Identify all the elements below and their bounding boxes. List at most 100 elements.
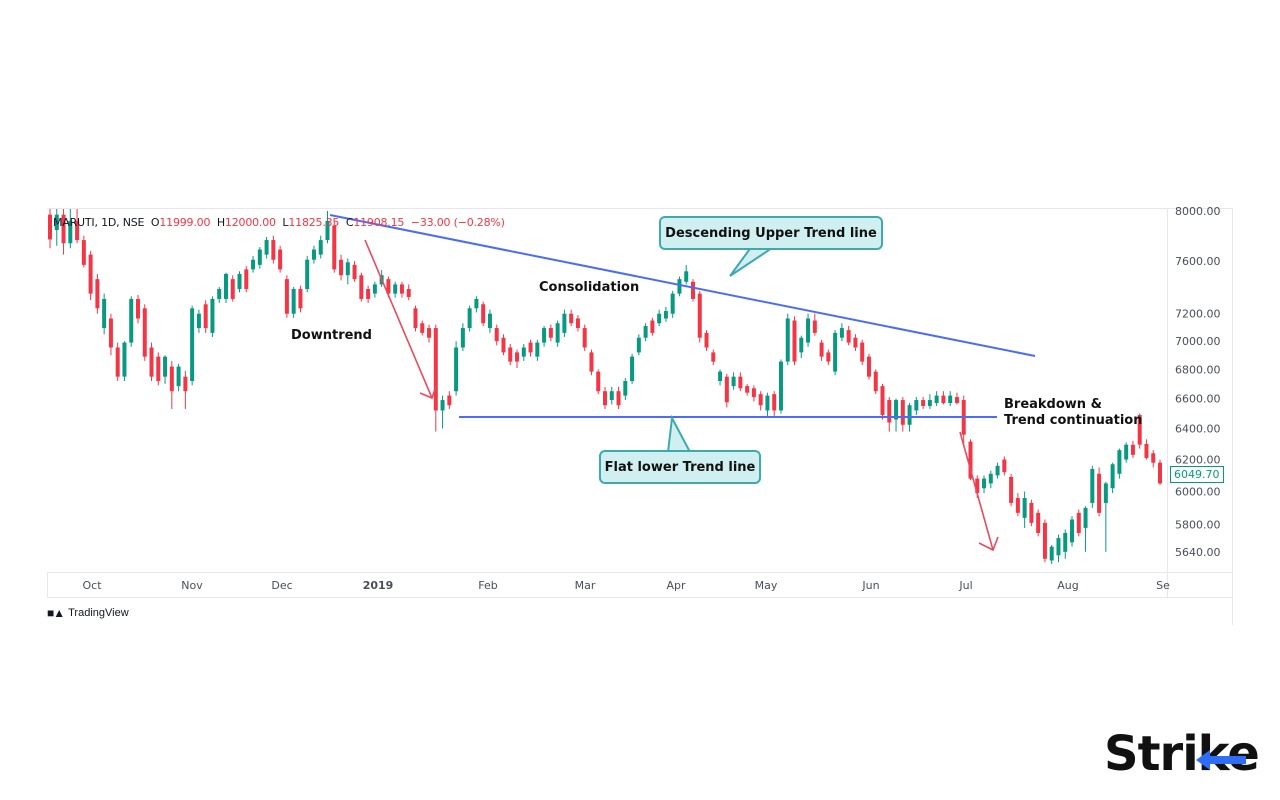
tradingview-branding[interactable]: ■▲ TradingView <box>47 606 129 620</box>
candle-body <box>745 386 750 393</box>
low-label: L <box>282 216 289 229</box>
candle <box>75 209 80 244</box>
candle <box>1056 534 1061 563</box>
candle <box>778 359 783 414</box>
candle <box>115 342 120 381</box>
candle <box>1151 450 1156 468</box>
candle <box>731 372 736 390</box>
candle <box>474 296 479 313</box>
candle <box>156 352 161 386</box>
candle-body <box>873 371 878 392</box>
candle-body <box>230 279 235 299</box>
candle <box>433 324 438 432</box>
candle <box>1137 413 1142 449</box>
candle <box>366 285 371 303</box>
candle <box>711 349 716 366</box>
candle <box>1083 506 1088 552</box>
candle-body <box>318 240 323 255</box>
candle <box>325 211 330 244</box>
y-tick-label: 7600.00 <box>1175 255 1221 268</box>
candle <box>1036 509 1041 537</box>
candle <box>223 272 228 303</box>
candle-body <box>1110 464 1115 489</box>
trend-continuation-label: Trend continuation <box>1004 413 1143 428</box>
candle <box>569 309 574 326</box>
candle <box>1124 442 1129 463</box>
candle <box>582 324 587 351</box>
consolidation-label: Consolidation <box>539 280 640 295</box>
x-tick-label: Se <box>1156 579 1170 592</box>
candle <box>792 316 797 366</box>
candle-body <box>88 254 93 294</box>
candle-body <box>257 249 262 265</box>
candle-body <box>54 214 59 231</box>
candle <box>873 369 878 395</box>
candle-body <box>1029 502 1034 523</box>
logo-text-a: Stri <box>1104 726 1199 782</box>
candle <box>846 325 851 346</box>
candle-body <box>724 376 729 403</box>
candle <box>467 305 472 332</box>
candle-body <box>1063 532 1068 552</box>
candle-body <box>603 391 607 406</box>
candle-body <box>934 395 939 404</box>
y-tick-label: 6000.00 <box>1175 485 1221 498</box>
candle-body <box>711 352 716 362</box>
candle <box>684 264 689 285</box>
candle-body <box>819 342 824 357</box>
candle-body <box>799 337 804 353</box>
candle-body <box>575 318 580 329</box>
y-tick-label: 5800.00 <box>1175 519 1221 532</box>
candle <box>616 386 621 409</box>
candle-body <box>190 308 195 381</box>
candle <box>135 294 140 324</box>
candle-body <box>244 269 249 289</box>
candle <box>677 276 682 297</box>
upper-callout-pointer <box>729 245 779 277</box>
candle-body <box>487 313 492 329</box>
candle-body <box>684 271 689 282</box>
candle <box>406 284 411 301</box>
candle-body <box>325 220 330 241</box>
candle-body <box>427 328 432 338</box>
candle <box>420 320 425 336</box>
candle-body <box>921 400 926 406</box>
x-tick-label: Dec <box>271 579 292 592</box>
candle-body <box>880 386 885 415</box>
candle <box>758 391 763 411</box>
candle-body <box>413 308 418 329</box>
candle-body <box>738 376 743 389</box>
candle <box>866 353 871 380</box>
candle <box>894 398 899 432</box>
candle <box>968 439 973 481</box>
x-tick-label: Apr <box>666 579 686 592</box>
candle <box>690 279 695 302</box>
low-value: 11825.35 <box>288 216 340 229</box>
candle <box>609 386 614 405</box>
candle-body <box>176 366 181 387</box>
candle <box>1009 473 1014 507</box>
candle <box>995 462 1000 479</box>
candle <box>244 266 249 293</box>
candle-body <box>860 342 865 362</box>
candle <box>785 313 790 366</box>
candle-body <box>528 342 533 353</box>
candle-body <box>1103 483 1108 503</box>
candle <box>284 275 289 318</box>
candle <box>515 349 520 369</box>
tradingview-logo-icon: ■▲ <box>47 606 65 620</box>
candle <box>440 395 445 429</box>
candle <box>196 309 201 333</box>
candle <box>54 209 59 246</box>
candle-body <box>454 347 459 392</box>
candle-body <box>569 313 574 324</box>
candle <box>535 339 540 361</box>
candle-body <box>149 347 154 377</box>
candle <box>765 392 770 418</box>
candle <box>914 397 919 415</box>
candle <box>257 247 262 269</box>
candle <box>941 391 946 405</box>
candle <box>819 339 824 361</box>
candle <box>887 397 892 432</box>
